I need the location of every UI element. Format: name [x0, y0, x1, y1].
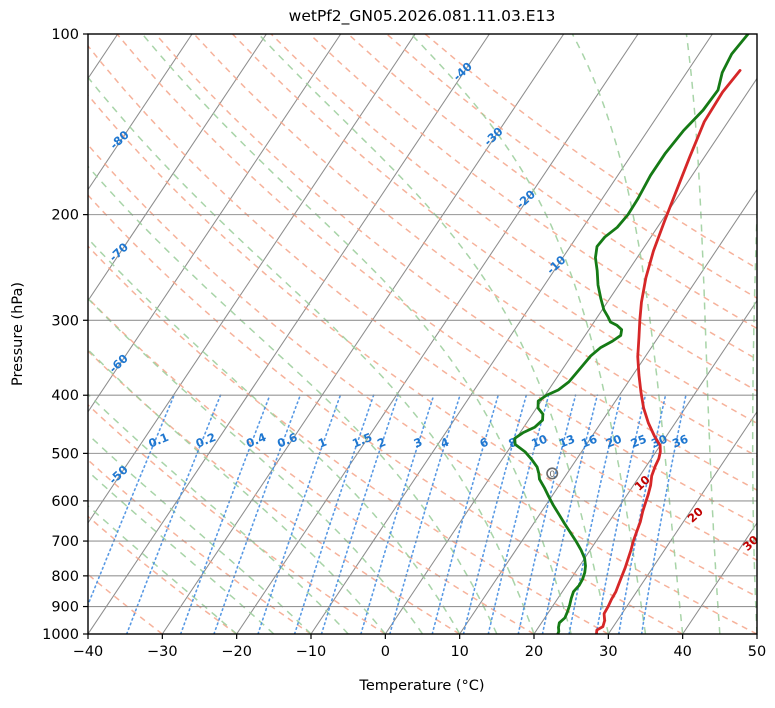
x-tick-label: 30 [599, 644, 617, 660]
lcl-marker: 0 [546, 467, 559, 480]
profile-line-temperature [595, 69, 742, 634]
axes [87, 33, 758, 635]
lcl-marker-circle [546, 467, 559, 480]
y-tick-label: 700 [51, 534, 79, 550]
y-tick-label: 900 [51, 600, 79, 616]
x-axis-label: Temperature (°C) [358, 678, 484, 694]
x-tick-label: −20 [221, 644, 252, 660]
x-tick-label: 40 [673, 644, 691, 660]
x-tick-label: 10 [450, 644, 468, 660]
mixing-ratio-label: 10 [529, 432, 549, 451]
y-tick-label: 1000 [42, 627, 79, 643]
page-title: wetPf2_GN05.2026.081.11.03.E13 [289, 7, 556, 26]
y-axis-label: Pressure (hPa) [10, 282, 26, 386]
y-tick-label: 100 [51, 27, 79, 43]
mixing-ratio-label: 16 [579, 432, 599, 451]
mixing-ratio-label: 20 [604, 432, 624, 451]
x-tick-label: −10 [296, 644, 327, 660]
y-tick-label: 400 [51, 388, 79, 404]
x-tick-label: −40 [73, 644, 104, 660]
x-tick-label: 50 [748, 644, 766, 660]
y-tick-label: 800 [51, 569, 79, 585]
x-tick-label: 20 [525, 644, 543, 660]
profile-line-dewpoint [513, 34, 750, 634]
x-tick-label: 0 [381, 644, 390, 660]
sounding-profiles [513, 34, 750, 634]
y-tick-label: 500 [51, 446, 79, 462]
y-tick-label: 600 [51, 494, 79, 510]
lcl-marker-label: 0 [549, 470, 555, 480]
mixing-ratio-label: 25 [628, 432, 648, 451]
mixing-ratio-label: 36 [670, 432, 690, 451]
y-tick-label: 200 [51, 208, 79, 224]
mixing-ratio-label: 13 [557, 432, 577, 451]
x-tick-label: −30 [147, 644, 178, 660]
y-tick-label: 300 [51, 313, 79, 329]
